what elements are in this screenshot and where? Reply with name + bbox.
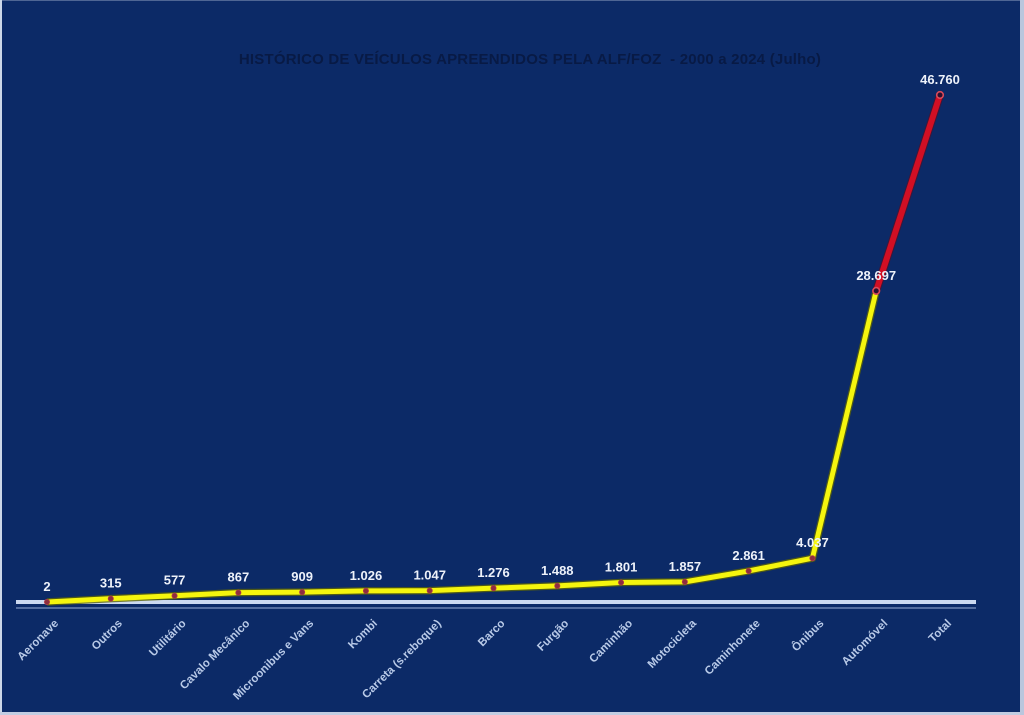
data-point [681,578,688,585]
data-label: 1.026 [350,568,383,583]
category-label: Outros [90,618,125,653]
data-point [171,592,178,599]
category-label: Barco [476,618,508,650]
data-label: 315 [100,576,122,591]
data-label: 909 [291,569,313,584]
data-label: 1.276 [477,565,510,580]
data-point [44,598,51,605]
data-label: 577 [164,573,186,588]
category-label: Ônibus [789,617,826,654]
data-label: 46.760 [920,72,960,87]
data-point [618,579,625,586]
category-label: Kombi [346,618,380,652]
data-point [554,582,561,589]
data-point [299,589,306,596]
chart-title: HISTÓRICO DE VEÍCULOS APREENDIDOS PELA A… [238,51,822,68]
category-label: Caminhão [587,618,635,666]
data-point [235,589,242,596]
data-label: 2.861 [732,548,765,563]
category-label: Total [927,618,954,645]
category-label: Motocicleta [646,617,700,671]
data-point [426,587,433,594]
series-line-highlight [873,92,943,294]
data-point [935,90,945,100]
data-point [362,587,369,594]
data-point [107,595,114,602]
category-label: Automóvel [840,618,891,669]
series-line-main [46,290,879,605]
category-label: Aeronave [16,618,62,664]
data-label: 28.697 [856,268,896,283]
data-point [809,555,816,562]
data-label: 4.037 [796,535,829,550]
data-point [872,286,881,295]
data-point [745,567,752,574]
data-label: 1.047 [413,568,446,583]
data-point [490,585,497,592]
category-label: Furgão [535,618,571,654]
data-label: 2 [43,579,50,594]
data-label: 867 [228,570,250,585]
category-label: Cavalo Mecânico [178,618,252,692]
category-label: Caminhonete [703,618,763,678]
data-label: 1.857 [669,559,702,574]
data-label: 1.801 [605,559,638,574]
data-label: 1.488 [541,563,574,578]
category-label: Utilitário [147,618,188,659]
